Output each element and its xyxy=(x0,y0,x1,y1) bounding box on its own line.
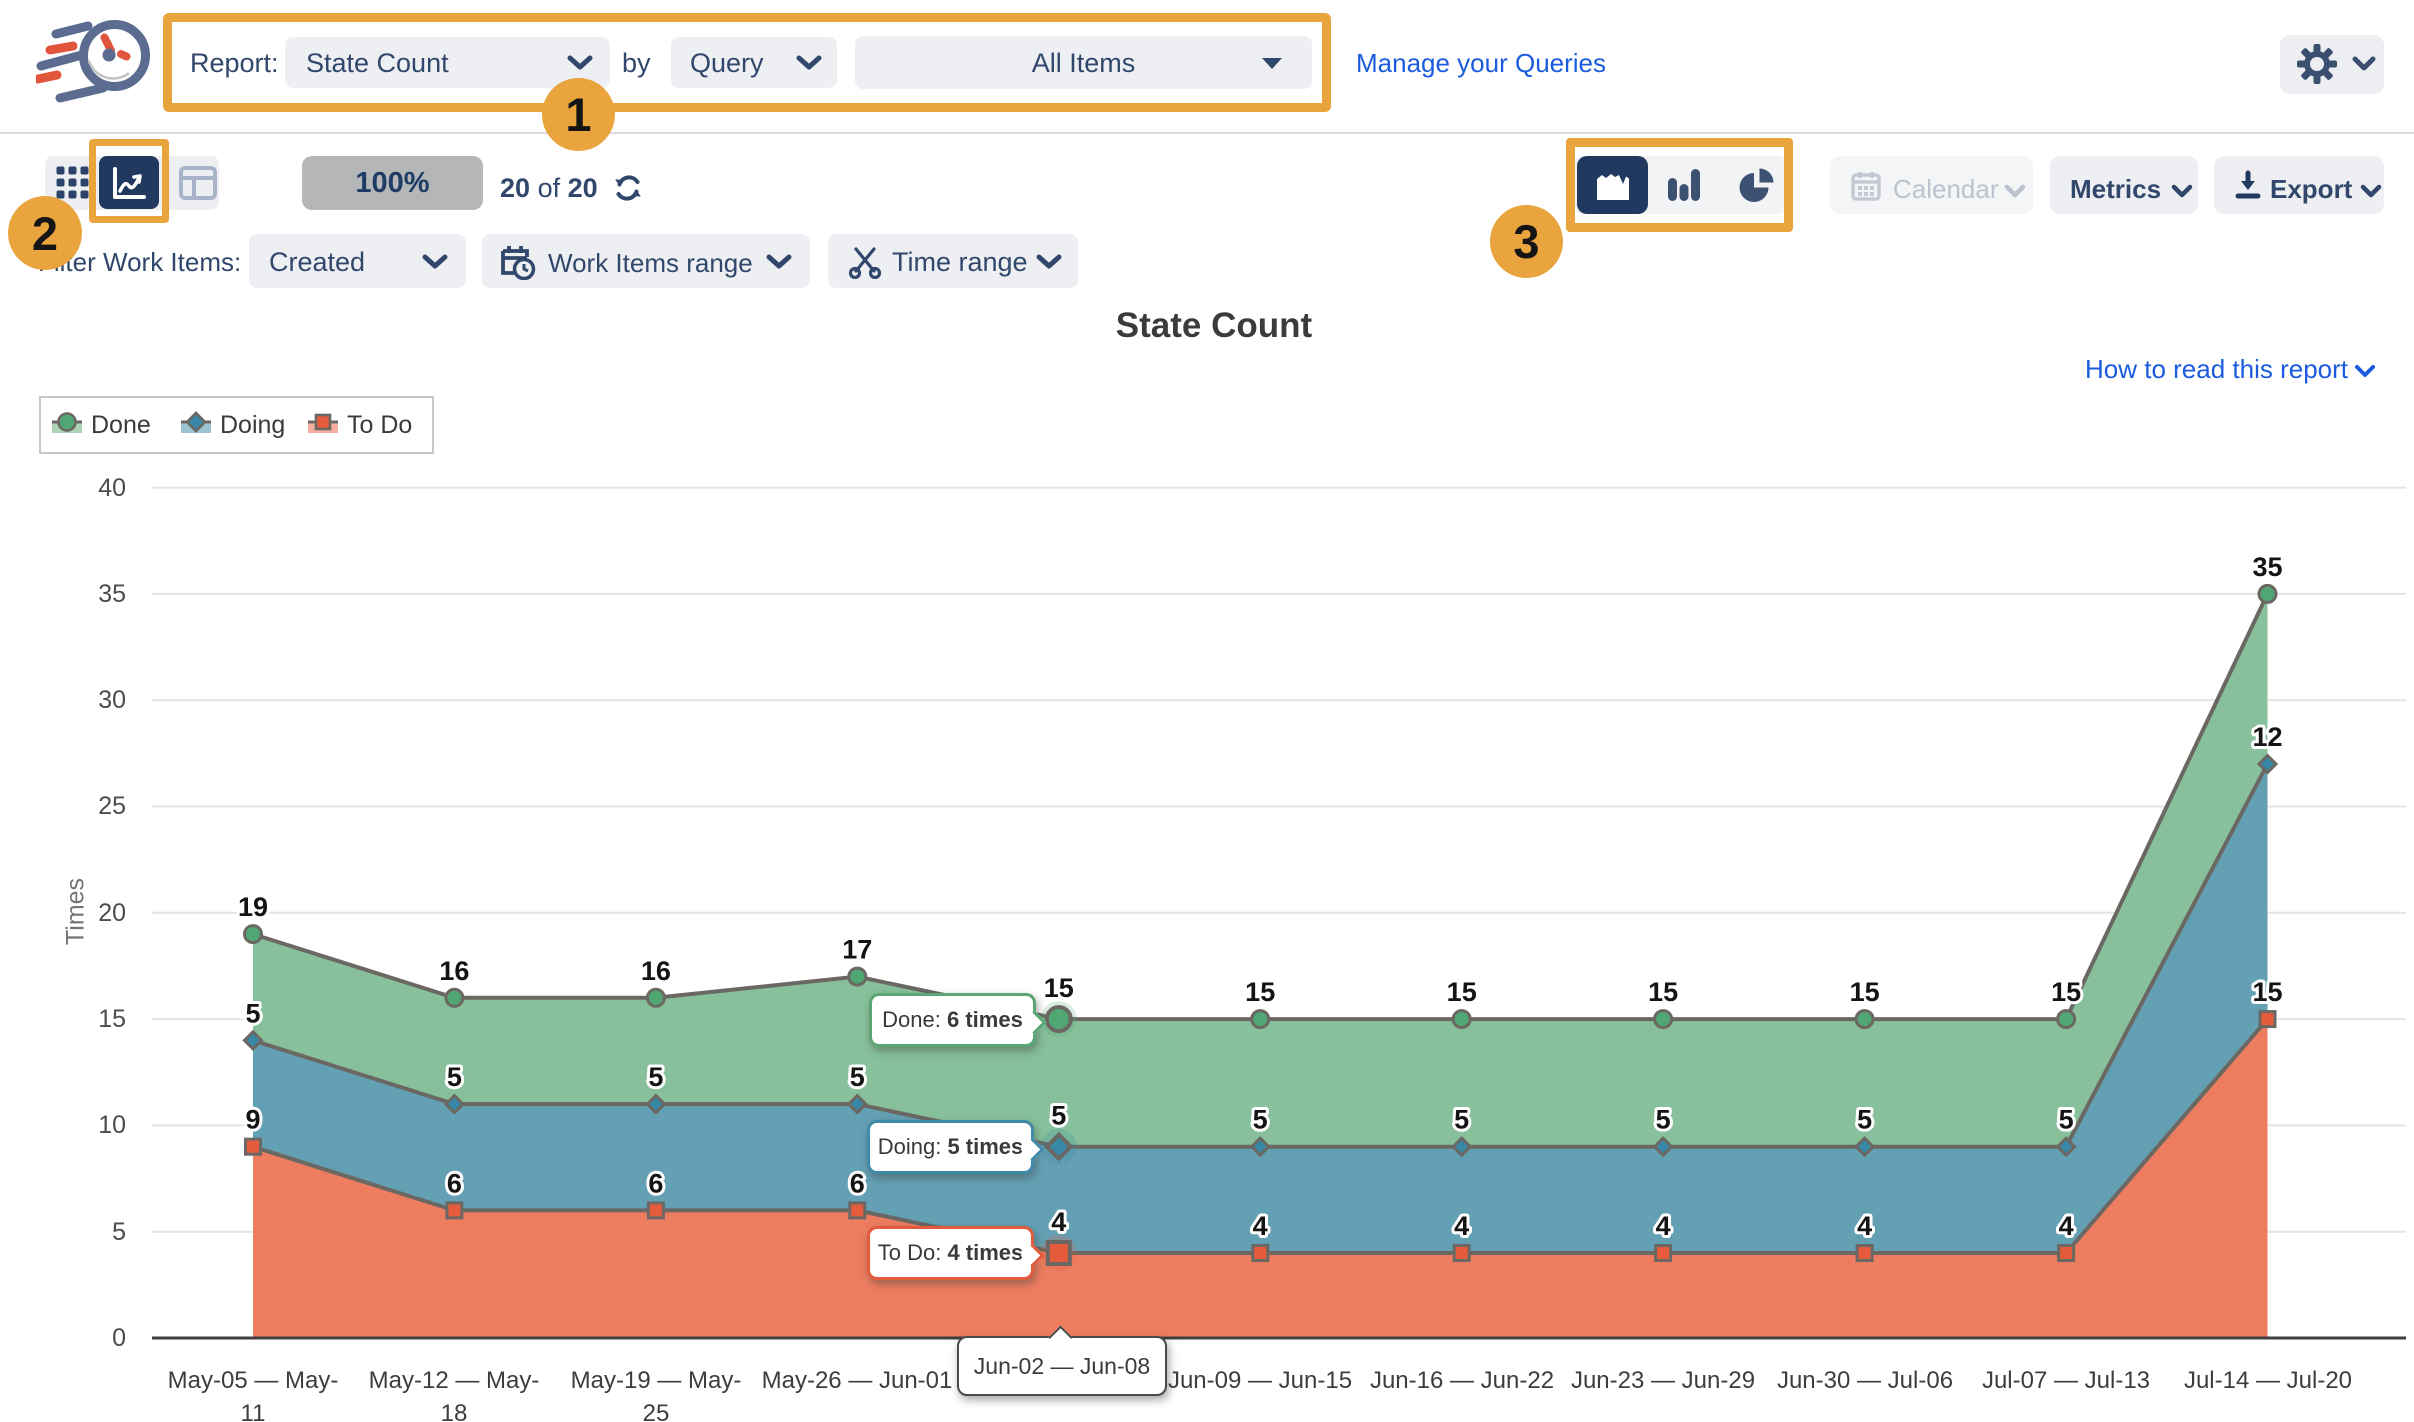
svg-text:4: 4 xyxy=(2059,1211,2074,1241)
svg-text:5: 5 xyxy=(447,1062,462,1092)
svg-text:19: 19 xyxy=(238,892,268,922)
svg-text:5: 5 xyxy=(245,998,260,1028)
svg-text:4: 4 xyxy=(1857,1211,1872,1241)
svg-text:12: 12 xyxy=(2252,722,2282,752)
svg-text:4: 4 xyxy=(1454,1211,1469,1241)
svg-text:15: 15 xyxy=(1044,973,1074,1003)
svg-text:5: 5 xyxy=(1857,1105,1872,1135)
svg-text:6: 6 xyxy=(850,1168,865,1198)
svg-text:5: 5 xyxy=(2059,1105,2074,1135)
svg-text:16: 16 xyxy=(439,956,469,986)
svg-text:6: 6 xyxy=(447,1168,462,1198)
svg-text:4: 4 xyxy=(1656,1211,1671,1241)
svg-text:4: 4 xyxy=(1051,1207,1066,1237)
svg-text:15: 15 xyxy=(1850,977,1880,1007)
svg-text:17: 17 xyxy=(842,935,872,965)
svg-text:15: 15 xyxy=(2051,977,2081,1007)
svg-text:5: 5 xyxy=(1454,1105,1469,1135)
svg-text:9: 9 xyxy=(245,1105,260,1135)
svg-text:15: 15 xyxy=(1648,977,1678,1007)
svg-text:6: 6 xyxy=(648,1168,663,1198)
svg-text:5: 5 xyxy=(1656,1105,1671,1135)
svg-text:16: 16 xyxy=(641,956,671,986)
svg-text:5: 5 xyxy=(648,1062,663,1092)
svg-text:5: 5 xyxy=(1051,1101,1066,1131)
svg-text:5: 5 xyxy=(1253,1105,1268,1135)
svg-text:5: 5 xyxy=(850,1062,865,1092)
svg-text:15: 15 xyxy=(1245,977,1275,1007)
svg-text:4: 4 xyxy=(1253,1211,1268,1241)
svg-text:15: 15 xyxy=(2252,977,2282,1007)
svg-text:15: 15 xyxy=(1447,977,1477,1007)
svg-text:35: 35 xyxy=(2252,552,2282,582)
